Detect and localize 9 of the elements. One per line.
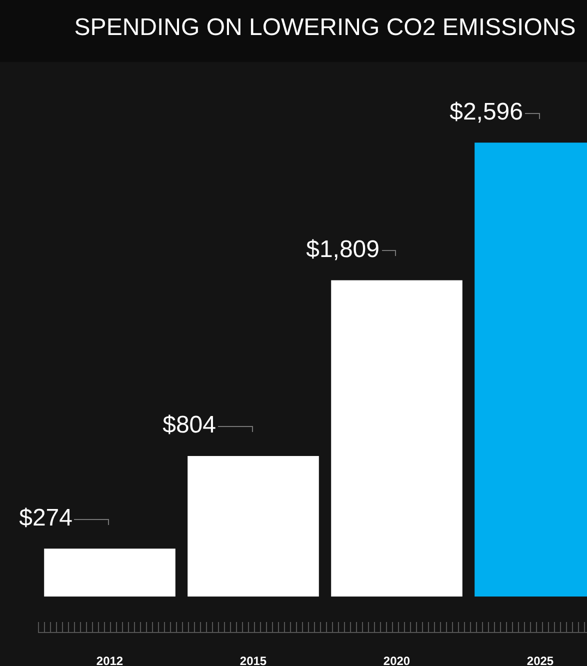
- data-label: $804: [162, 412, 216, 439]
- x-tick-label: 2025: [526, 654, 554, 666]
- data-label: $274: [19, 504, 72, 532]
- chart-title: SPENDING ON LOWERING CO2 EMISSIONS: [74, 14, 576, 42]
- x-tick-label: 2020: [383, 654, 410, 666]
- x-tick-label: 2015: [240, 654, 267, 666]
- x-tick-label: 2012: [96, 654, 124, 666]
- data-label: $2,596: [450, 98, 524, 126]
- data-label: $1,809: [306, 236, 380, 263]
